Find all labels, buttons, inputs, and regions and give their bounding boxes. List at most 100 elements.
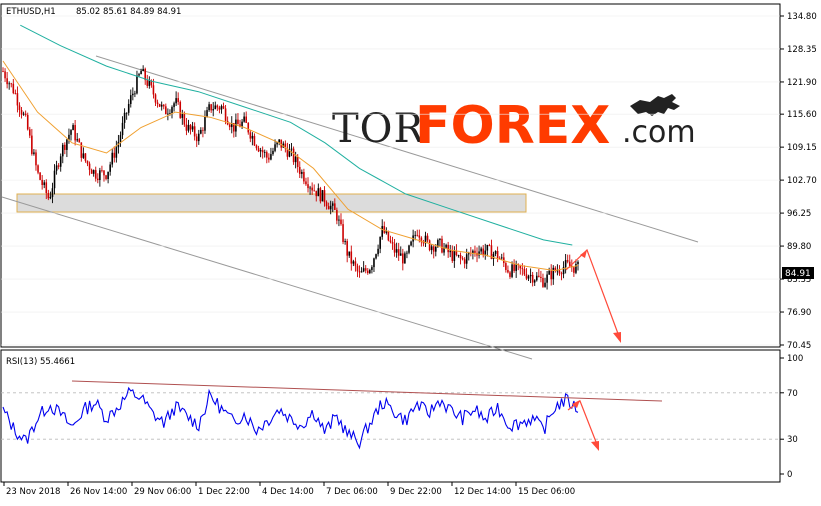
candle-body (402, 253, 404, 264)
candle-body (31, 135, 33, 154)
candle-body (177, 98, 179, 102)
candle-body (352, 261, 355, 264)
candle-body (33, 152, 35, 154)
candle-body (420, 237, 423, 243)
candle-body (173, 103, 175, 108)
candle-body (350, 251, 353, 264)
candle-body (478, 251, 480, 256)
candle-body (134, 93, 136, 95)
candle-body (228, 124, 231, 128)
time-axis-label: 15 Dec 06:00 (518, 487, 575, 497)
time-axis-label: 26 Nov 14:00 (70, 487, 127, 497)
time-axis-label: 1 Dec 22:00 (198, 487, 250, 497)
price-axis-label: 89.80 (787, 242, 811, 252)
candle-body (577, 261, 579, 265)
channel-upper-line (95, 55, 699, 243)
candle-body (218, 107, 221, 110)
candle-body (230, 122, 233, 128)
candle-body (160, 104, 163, 107)
candle-body (424, 235, 427, 244)
candle-body (274, 144, 276, 151)
candle-body (356, 265, 359, 272)
candle-body (136, 75, 138, 94)
rsi-axis-label: 0 (787, 470, 792, 480)
candle-body (191, 126, 194, 130)
candle-body (268, 157, 270, 160)
candle-body (171, 107, 173, 114)
candle-body (531, 274, 534, 283)
candle-body (385, 231, 388, 233)
candle-body (35, 152, 37, 166)
price-layer (1, 15, 780, 346)
candle-body (70, 130, 72, 135)
candle-body (53, 170, 56, 189)
candle-body (14, 93, 17, 94)
candle-body (200, 129, 202, 134)
price-panel-frame (0, 3, 781, 348)
candle-body (406, 252, 408, 254)
candle-body (189, 124, 192, 130)
candle-body (513, 264, 515, 271)
candle-body (76, 139, 78, 141)
candle-body (243, 116, 245, 122)
candle-body (410, 241, 412, 246)
watermark-com: .com (622, 115, 696, 150)
candle-body (573, 267, 575, 273)
ma-slow-line (20, 24, 573, 246)
candle-body (540, 276, 542, 278)
candle-body (500, 257, 503, 259)
candle-body (505, 263, 507, 270)
rsi-axis-label: 100 (787, 354, 803, 364)
candle-body (2, 71, 4, 73)
candle-body (529, 274, 532, 277)
candle-body (216, 105, 219, 108)
channel-lower-line (1, 196, 533, 360)
candle-body (152, 85, 155, 95)
candle-body (80, 142, 83, 158)
candle-body (527, 276, 530, 279)
candle-body (472, 250, 474, 254)
candle-body (115, 147, 118, 158)
candle-body (362, 268, 365, 272)
candle-body (548, 270, 550, 275)
candle-body (428, 240, 431, 251)
candle-body (88, 163, 91, 170)
candle-body (197, 133, 200, 142)
rsi-panel-frame (0, 349, 781, 483)
candle-body (575, 264, 577, 273)
candle-body (94, 170, 97, 179)
candle-body (97, 178, 99, 181)
candle-body (467, 252, 470, 255)
candle-body (542, 277, 544, 287)
price-axis-label: 128.35 (787, 45, 817, 55)
candle-body (241, 121, 243, 127)
candle-body (465, 254, 468, 264)
candle-body (113, 152, 116, 158)
candle-body (10, 83, 13, 85)
candle-body (334, 203, 336, 210)
candle-body (125, 112, 128, 114)
candle-body (41, 179, 43, 185)
price-axis-label: 109.15 (787, 143, 817, 153)
candle-body (523, 269, 526, 275)
candle-body (45, 182, 48, 194)
candle-body (127, 103, 130, 113)
candle-body (288, 149, 291, 157)
price-axis-label: 115.60 (787, 110, 817, 120)
candle-body (255, 145, 258, 149)
price-axis-label: 102.70 (787, 176, 817, 186)
candle-body (397, 249, 400, 256)
candle-body (144, 68, 147, 81)
candle-body (214, 105, 217, 110)
candle-body (507, 269, 509, 273)
candle-body (103, 170, 105, 176)
candle-body (66, 139, 68, 150)
rsi-axis-label: 30 (787, 435, 798, 445)
candle-body (247, 122, 250, 133)
price-axis-label: 70.45 (787, 341, 811, 351)
candle-body (377, 248, 379, 255)
candle-body (298, 166, 301, 174)
candle-body (331, 203, 334, 206)
candle-body (342, 224, 344, 242)
candle-body (366, 270, 369, 274)
